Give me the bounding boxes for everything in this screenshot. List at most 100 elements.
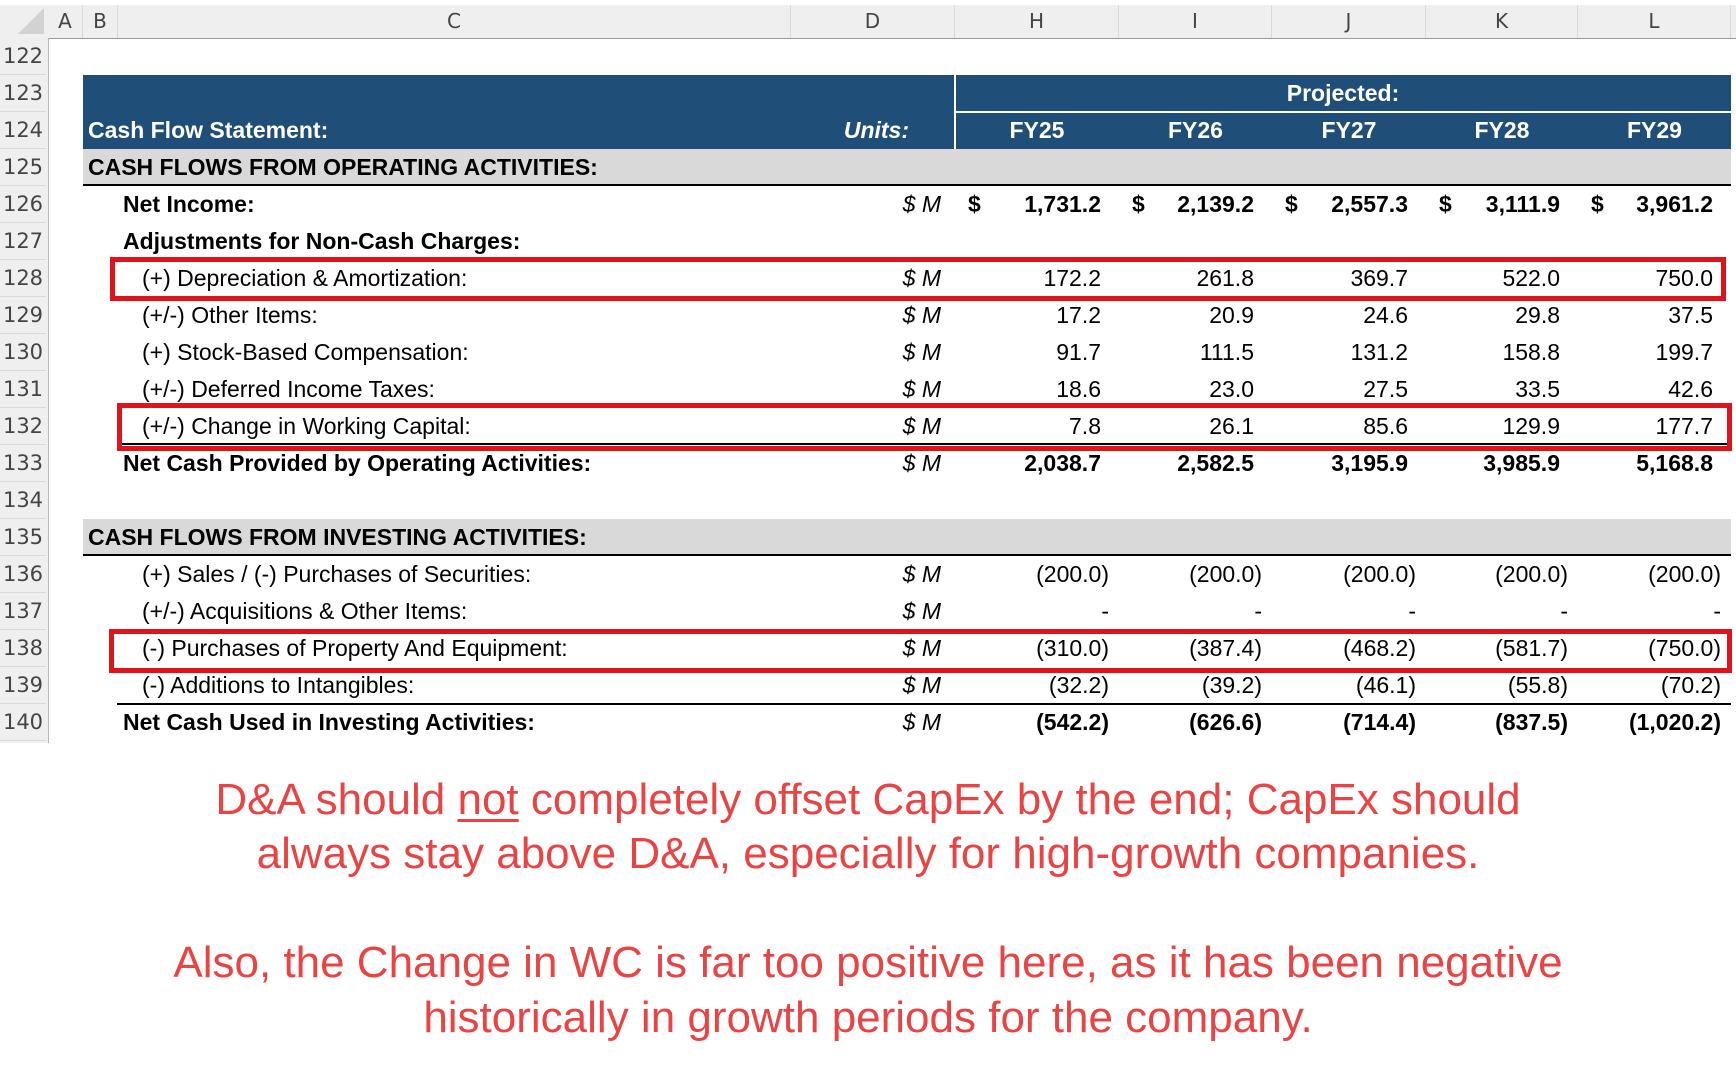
value-cell[interactable]: (750.0) bbox=[1648, 635, 1721, 661]
value-cell[interactable]: 199.7 bbox=[1655, 339, 1713, 365]
value-cell[interactable]: 3,195.9 bbox=[1331, 450, 1408, 476]
value-cell[interactable]: - bbox=[1254, 598, 1262, 624]
value-cell[interactable]: - bbox=[1560, 598, 1568, 624]
column-header-d[interactable]: D bbox=[791, 5, 955, 38]
value-cell[interactable]: (39.2) bbox=[1201, 672, 1262, 698]
value-cell[interactable]: (542.2) bbox=[1036, 709, 1109, 735]
value-cell[interactable]: (387.4) bbox=[1189, 635, 1262, 661]
value-cell[interactable]: 24.6 bbox=[1363, 302, 1408, 328]
value-cell[interactable]: 261.8 bbox=[1196, 265, 1254, 291]
column-header-h[interactable]: H bbox=[955, 5, 1119, 38]
value-cell[interactable]: 2,582.5 bbox=[1177, 450, 1254, 476]
net-income-label: Net Income: bbox=[123, 191, 255, 217]
column-header-l[interactable]: L bbox=[1578, 5, 1731, 38]
value-cell[interactable]: 111.5 bbox=[1199, 339, 1254, 365]
value-cell[interactable]: (200.0) bbox=[1495, 561, 1568, 587]
value-cell[interactable]: 3,961.2 bbox=[1636, 191, 1713, 217]
projected-header: Projected: bbox=[1286, 80, 1400, 106]
row-header[interactable]: 137 bbox=[0, 593, 46, 630]
column-header-i[interactable]: I bbox=[1119, 5, 1272, 38]
year-header-fy27: FY27 bbox=[1321, 117, 1377, 143]
value-cell[interactable]: 7.8 bbox=[1069, 413, 1101, 439]
value-cell[interactable]: 3,111.9 bbox=[1485, 191, 1560, 217]
value-cell[interactable]: 29.8 bbox=[1515, 302, 1560, 328]
value-cell[interactable]: 27.5 bbox=[1363, 376, 1408, 402]
adjustments-label: Adjustments for Non-Cash Charges: bbox=[123, 228, 521, 254]
value-cell[interactable]: 3,985.9 bbox=[1483, 450, 1560, 476]
value-cell[interactable]: 129.9 bbox=[1502, 413, 1560, 439]
row-header[interactable]: 123 bbox=[0, 75, 46, 112]
row-header[interactable]: 126 bbox=[0, 186, 46, 223]
row-header[interactable]: 139 bbox=[0, 667, 46, 704]
value-cell[interactable]: 131.2 bbox=[1350, 339, 1408, 365]
highlight-box-working-capital bbox=[117, 403, 1732, 451]
row-header[interactable]: 140 bbox=[0, 704, 46, 741]
value-cell[interactable]: (200.0) bbox=[1343, 561, 1416, 587]
row-header[interactable]: 124 bbox=[0, 112, 46, 149]
row-header[interactable]: 125 bbox=[0, 149, 46, 186]
row-header[interactable]: 132 bbox=[0, 408, 46, 445]
value-cell[interactable]: 2,038.7 bbox=[1024, 450, 1101, 476]
select-all-corner[interactable] bbox=[0, 5, 48, 38]
value-cell[interactable]: 18.6 bbox=[1056, 376, 1101, 402]
value-cell[interactable]: 17.2 bbox=[1056, 302, 1101, 328]
value-cell[interactable]: (55.8) bbox=[1507, 672, 1568, 698]
value-cell[interactable]: (468.2) bbox=[1343, 635, 1416, 661]
value-cell[interactable]: (46.1) bbox=[1355, 672, 1416, 698]
column-header-a[interactable]: A bbox=[48, 5, 83, 38]
value-cell[interactable]: (32.2) bbox=[1048, 672, 1109, 698]
column-header-b[interactable]: B bbox=[83, 5, 118, 38]
row-header[interactable]: 122 bbox=[0, 38, 46, 75]
column-header-c[interactable]: C bbox=[118, 5, 791, 38]
row-header[interactable]: 131 bbox=[0, 371, 46, 408]
value-cell[interactable]: 158.8 bbox=[1502, 339, 1560, 365]
value-cell[interactable]: 23.0 bbox=[1209, 376, 1254, 402]
value-cell[interactable]: 42.6 bbox=[1668, 376, 1713, 402]
value-cell[interactable]: 750.0 bbox=[1655, 265, 1713, 291]
row-header[interactable]: 129 bbox=[0, 297, 46, 334]
operating-subtotal-rule bbox=[117, 443, 1731, 445]
row-header[interactable]: 130 bbox=[0, 334, 46, 371]
row-header[interactable]: 133 bbox=[0, 445, 46, 482]
row-header[interactable]: 138 bbox=[0, 630, 46, 667]
column-header-k[interactable]: K bbox=[1426, 5, 1578, 38]
value-cell[interactable]: - bbox=[1408, 598, 1416, 624]
row-header[interactable]: 134 bbox=[0, 482, 46, 519]
value-cell[interactable]: (200.0) bbox=[1648, 561, 1721, 587]
value-cell[interactable]: 26.1 bbox=[1209, 413, 1254, 439]
value-cell[interactable]: (310.0) bbox=[1036, 635, 1109, 661]
investing-subtotal-rule bbox=[117, 703, 1731, 705]
value-cell[interactable]: 369.7 bbox=[1350, 265, 1408, 291]
row-units: $ M bbox=[902, 598, 941, 624]
value-cell[interactable]: (1,020.2) bbox=[1628, 709, 1721, 735]
value-cell[interactable]: 37.5 bbox=[1668, 302, 1713, 328]
value-cell[interactable]: 2,139.2 bbox=[1177, 191, 1254, 217]
value-cell[interactable]: 172.2 bbox=[1043, 265, 1101, 291]
value-cell[interactable]: - bbox=[1713, 598, 1721, 624]
value-cell[interactable]: 522.0 bbox=[1502, 265, 1560, 291]
value-cell[interactable]: 20.9 bbox=[1209, 302, 1254, 328]
value-cell[interactable]: (626.6) bbox=[1189, 709, 1262, 735]
row-units: $ M bbox=[902, 672, 941, 698]
value-cell[interactable]: (581.7) bbox=[1495, 635, 1568, 661]
value-cell[interactable]: 177.7 bbox=[1655, 413, 1713, 439]
value-cell[interactable]: 2,557.3 bbox=[1331, 191, 1408, 217]
row-header[interactable]: 127 bbox=[0, 223, 46, 260]
value-cell[interactable]: 5,168.8 bbox=[1636, 450, 1713, 476]
column-header-j[interactable]: J bbox=[1272, 5, 1426, 38]
row-header[interactable]: 135 bbox=[0, 519, 46, 556]
annotation-line-3: Also, the Change in WC is far too positi… bbox=[173, 938, 1563, 987]
value-cell[interactable]: 1,731.2 bbox=[1024, 191, 1101, 217]
year-header-fy29: FY29 bbox=[1627, 117, 1682, 143]
value-cell[interactable]: (200.0) bbox=[1189, 561, 1262, 587]
value-cell[interactable]: 85.6 bbox=[1363, 413, 1408, 439]
value-cell[interactable]: 33.5 bbox=[1515, 376, 1560, 402]
value-cell[interactable]: (200.0) bbox=[1036, 561, 1109, 587]
value-cell[interactable]: (837.5) bbox=[1495, 709, 1568, 735]
row-header[interactable]: 128 bbox=[0, 260, 46, 297]
value-cell[interactable]: (714.4) bbox=[1343, 709, 1416, 735]
value-cell[interactable]: 91.7 bbox=[1056, 339, 1101, 365]
row-header[interactable]: 136 bbox=[0, 556, 46, 593]
value-cell[interactable]: - bbox=[1101, 598, 1109, 624]
value-cell[interactable]: (70.2) bbox=[1660, 672, 1721, 698]
